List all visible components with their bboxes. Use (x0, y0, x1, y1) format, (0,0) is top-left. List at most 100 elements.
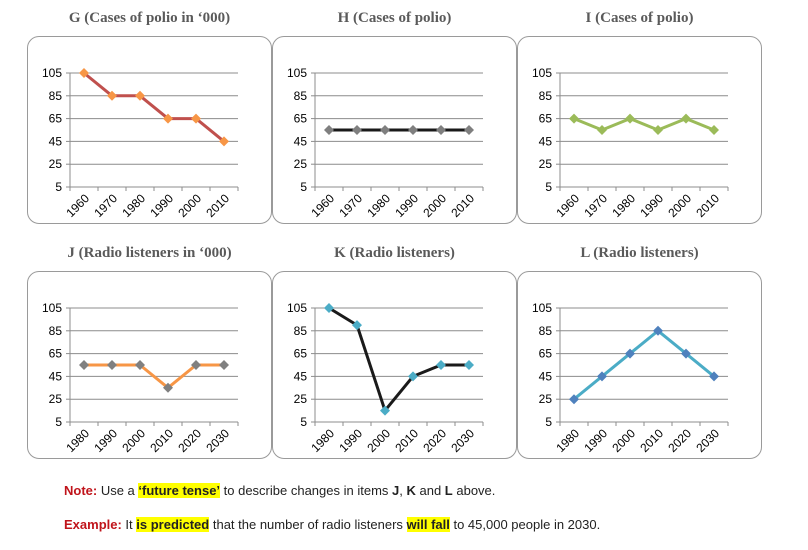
y-tick-label: 45 (539, 369, 553, 383)
x-tick-label: 1990 (581, 426, 610, 455)
y-tick-label: 45 (294, 134, 308, 148)
data-point (219, 360, 229, 370)
data-point (191, 113, 201, 124)
example-label: Example: (64, 517, 122, 532)
data-point (464, 125, 474, 135)
y-tick-label: 85 (539, 324, 553, 338)
y-tick-label: 85 (49, 324, 63, 338)
series-line-segment (684, 352, 716, 378)
data-point (135, 90, 145, 101)
x-tick-label: 1960 (553, 191, 582, 220)
y-tick-label: 45 (49, 369, 63, 383)
x-tick-label: 1980 (119, 191, 148, 220)
y-tick-label: 25 (294, 157, 308, 171)
series-line-segment (656, 117, 688, 132)
chart-box: 105 85 65 45 25 5 1960 1970 1980 1990 2000 2010 (272, 36, 517, 224)
example-highlight: will fall (406, 517, 450, 532)
data-point (324, 303, 334, 313)
x-tick-label: 2010 (392, 426, 421, 455)
y-tick-label: 105 (42, 301, 62, 315)
y-tick-label: 45 (294, 369, 308, 383)
chart-title: K (Radio listeners) (334, 245, 455, 261)
data-point (107, 360, 117, 370)
data-point (597, 371, 607, 382)
y-tick-label: 105 (532, 301, 552, 315)
x-tick-label: 1960 (308, 191, 337, 220)
data-point (163, 113, 173, 124)
note-text: to describe changes in items (220, 483, 393, 498)
x-tick-label: 1980 (63, 426, 92, 455)
y-tick-label: 45 (539, 134, 553, 148)
series-line-segment (628, 117, 660, 132)
y-tick-label: 5 (545, 180, 552, 194)
note-item-j: J (392, 483, 400, 498)
data-point (191, 360, 201, 370)
x-tick-label: 2020 (175, 426, 204, 455)
chart-title: L (Radio listeners) (580, 245, 699, 261)
x-tick-label: 2010 (693, 191, 722, 220)
x-tick-label: 1990 (336, 426, 365, 455)
y-tick-label: 85 (539, 89, 553, 103)
y-tick-label: 105 (287, 301, 307, 315)
y-tick-label: 105 (287, 66, 307, 80)
data-point (709, 125, 719, 135)
y-tick-label: 5 (55, 415, 62, 429)
series-line-segment (383, 374, 415, 413)
x-tick-label: 1970 (91, 191, 120, 220)
example-line: Example: It is predicted that the number… (64, 517, 600, 532)
data-point (681, 348, 691, 359)
chart-box: 105 85 65 45 25 5 1980 1990 2000 2010 2020 2030 (272, 271, 517, 459)
x-tick-label: 2020 (420, 426, 449, 455)
x-tick-label: 2010 (448, 191, 477, 220)
x-tick-label: 1990 (637, 191, 666, 220)
x-tick-label: 2000 (665, 191, 694, 220)
data-point (625, 113, 635, 124)
note-text: above. (452, 483, 496, 498)
y-tick-label: 85 (294, 324, 308, 338)
y-tick-label: 85 (49, 89, 63, 103)
data-point (569, 113, 579, 124)
data-point (436, 360, 446, 370)
series-line-segment (628, 329, 660, 356)
x-tick-label: 1990 (392, 191, 421, 220)
y-tick-label: 105 (532, 66, 552, 80)
x-tick-label: 2010 (637, 426, 666, 455)
data-point (79, 68, 89, 78)
chart-box: 105 85 65 45 25 5 1960 1970 1980 1990 2000 2010 (27, 36, 272, 224)
series-line-segment (166, 363, 198, 390)
x-tick-label: 2020 (665, 426, 694, 455)
note-line: Note: Use a ‘future tense’ to describe c… (64, 483, 495, 498)
example-highlight: is predicted (136, 517, 210, 532)
y-tick-label: 65 (294, 347, 308, 361)
data-point (625, 348, 635, 359)
x-tick-label: 1980 (609, 191, 638, 220)
y-tick-label: 25 (539, 157, 553, 171)
x-tick-label: 2030 (448, 426, 477, 455)
x-tick-label: 2000 (420, 191, 449, 220)
y-tick-label: 5 (300, 180, 307, 194)
series-line-segment (327, 306, 359, 327)
x-tick-label: 1980 (364, 191, 393, 220)
x-tick-label: 1970 (336, 191, 365, 220)
data-point (653, 325, 663, 336)
chart-box: 105 85 65 45 25 5 1960 1970 1980 1990 2000 2010 (517, 36, 762, 224)
y-tick-label: 65 (539, 347, 553, 361)
x-tick-label: 1980 (308, 426, 337, 455)
data-point (352, 320, 362, 331)
data-point (569, 394, 579, 405)
y-tick-label: 65 (49, 347, 63, 361)
series-line-segment (411, 363, 443, 378)
note-text: Use a (97, 483, 139, 498)
data-point (436, 125, 446, 135)
y-tick-label: 65 (294, 112, 308, 126)
data-point (163, 382, 173, 393)
x-tick-label: 2010 (203, 191, 232, 220)
data-point (464, 360, 474, 370)
series-line-segment (572, 117, 604, 132)
x-tick-label: 1980 (553, 426, 582, 455)
